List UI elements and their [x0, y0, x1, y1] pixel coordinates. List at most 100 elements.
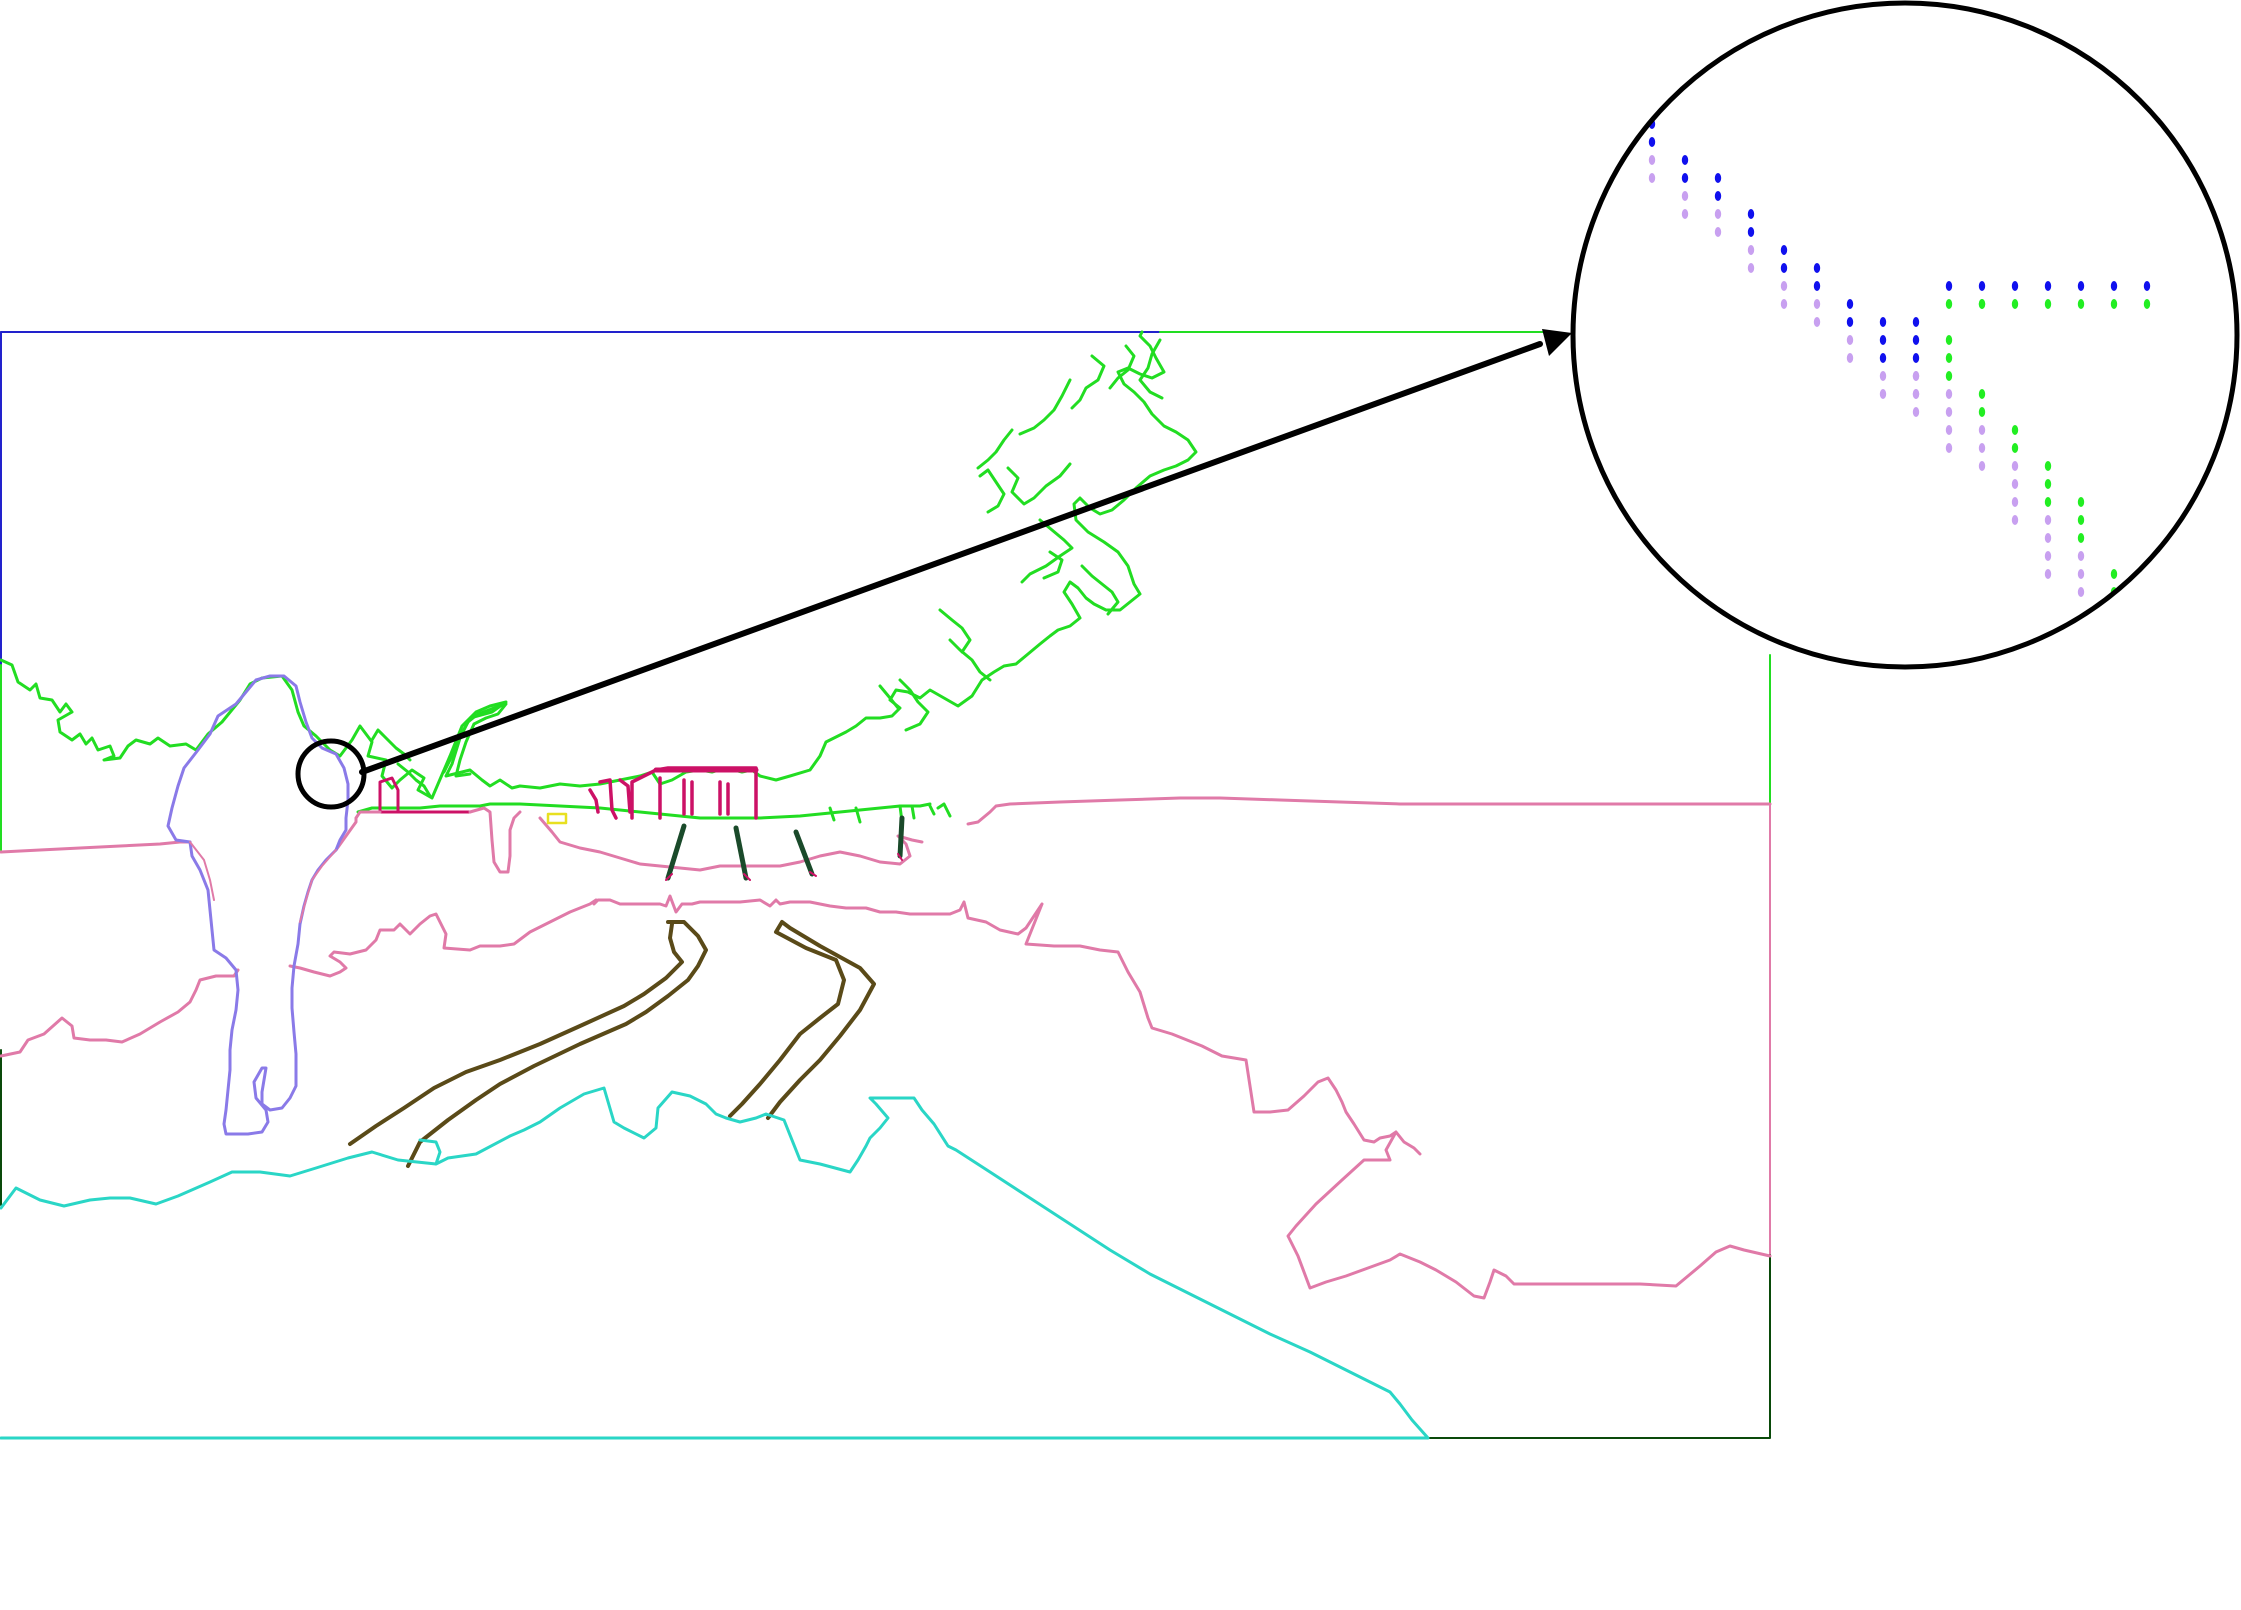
lens-dot	[2044, 479, 2052, 489]
pole-right	[793, 829, 815, 877]
lens-dot	[1747, 263, 1755, 273]
lens-dot	[1978, 281, 1986, 291]
lens-dot	[2044, 497, 2052, 507]
lens-dot	[2077, 587, 2085, 597]
lens-dot	[1945, 299, 1953, 309]
lens-dot	[1879, 389, 1887, 399]
lens-dot	[1978, 461, 1986, 471]
lens-dot	[1978, 389, 1986, 399]
lens-dot	[1978, 407, 1986, 417]
lens-dot	[2044, 461, 2052, 471]
lens-dot	[1945, 281, 1953, 291]
lens-dot	[1912, 389, 1920, 399]
lens-dot	[1945, 389, 1953, 399]
yellow-sign	[546, 812, 568, 825]
lens-dot	[1912, 317, 1920, 327]
lens-dot-grid	[1648, 119, 2151, 597]
far-field-line	[966, 796, 1772, 826]
lens-dot	[2077, 299, 2085, 309]
lens-dot	[2077, 281, 2085, 291]
lens-dot	[1912, 371, 1920, 381]
lens-dot	[2044, 551, 2052, 561]
lens-dot	[1681, 209, 1689, 219]
treeline-tufts	[878, 338, 1164, 732]
lens-dot	[1780, 245, 1788, 255]
lens-dot	[2044, 569, 2052, 579]
lens-dot	[1681, 155, 1689, 165]
lens-dot	[1813, 317, 1821, 327]
lens-dot	[1945, 335, 1953, 345]
lens-dot	[1813, 263, 1821, 273]
lens-dot	[1945, 425, 1953, 435]
middle-field-contour	[0, 894, 1772, 1300]
horizon-vegetation-ticks	[828, 802, 952, 824]
lens-dot	[2044, 299, 2052, 309]
pole-middle	[733, 825, 749, 881]
lens-dot	[1813, 281, 1821, 291]
lens-dot	[1846, 353, 1854, 363]
person-outline-accent	[189, 841, 337, 923]
lens-dot	[2044, 281, 2052, 291]
lens-dot	[2077, 569, 2085, 579]
lens-dot	[2011, 461, 2019, 471]
lens-dot	[2044, 515, 2052, 525]
lens-dot	[1714, 191, 1722, 201]
lens-dot	[1912, 335, 1920, 345]
pole-left	[665, 823, 687, 881]
person-silhouette-contour	[166, 674, 350, 1136]
lens-dot	[1945, 371, 1953, 381]
lens-border	[1570, 0, 2240, 670]
lens-dot	[2110, 299, 2118, 309]
pole-outline-accent	[665, 853, 903, 881]
zoom-arrow-shaft	[359, 341, 1543, 775]
lens-dot	[1780, 263, 1788, 273]
lens-dot	[2077, 551, 2085, 561]
pole-far	[897, 815, 905, 859]
treeline-contour	[0, 330, 1198, 800]
lens-dot	[1714, 173, 1722, 183]
lens-dot	[1747, 209, 1755, 219]
lens-dot	[1879, 317, 1887, 327]
lens-dot	[1879, 335, 1887, 345]
lens-dot	[1780, 299, 1788, 309]
lens-dot	[2077, 533, 2085, 543]
lens-dot	[2011, 479, 2019, 489]
lens-dot	[1912, 407, 1920, 417]
lens-dot	[1945, 407, 1953, 417]
lens-dot	[1681, 173, 1689, 183]
frame-bottom-right	[1427, 1254, 1771, 1439]
lens-dot	[2044, 533, 2052, 543]
lens-dot	[1879, 353, 1887, 363]
lens-dot	[1714, 227, 1722, 237]
lens-dot	[2011, 281, 2019, 291]
lens-dot	[1846, 317, 1854, 327]
arrow-right-icon	[359, 329, 1572, 775]
lens-dot	[2077, 515, 2085, 525]
lens-dot	[1978, 299, 1986, 309]
lens-dot	[2077, 497, 2085, 507]
lens-dot	[2011, 299, 2019, 309]
foreground-grass-contour	[0, 1086, 1430, 1440]
lens-dot	[1714, 209, 1722, 219]
zoom-arrow-head	[1542, 329, 1572, 356]
road-track-right	[728, 920, 876, 1120]
shed-contour	[378, 776, 472, 814]
lens-dot	[2011, 425, 2019, 435]
segmentation-canvas	[0, 330, 1772, 1440]
horizon-vegetation-line	[356, 802, 932, 820]
road-track-left	[348, 920, 708, 1168]
lens-dot	[2110, 281, 2118, 291]
lens-dot	[2011, 515, 2019, 525]
lens-dot	[1780, 281, 1788, 291]
lens-dot	[2011, 497, 2019, 507]
lens-dot	[1945, 353, 1953, 363]
lens-dot	[2110, 569, 2118, 579]
lens-dot	[1648, 155, 1656, 165]
lens-dot	[1978, 425, 1986, 435]
lens-dot	[1747, 227, 1755, 237]
lens-dot	[1978, 443, 1986, 453]
lens-dot	[1912, 353, 1920, 363]
lens-dot	[2143, 281, 2151, 291]
ground-contour-upper	[0, 806, 924, 874]
